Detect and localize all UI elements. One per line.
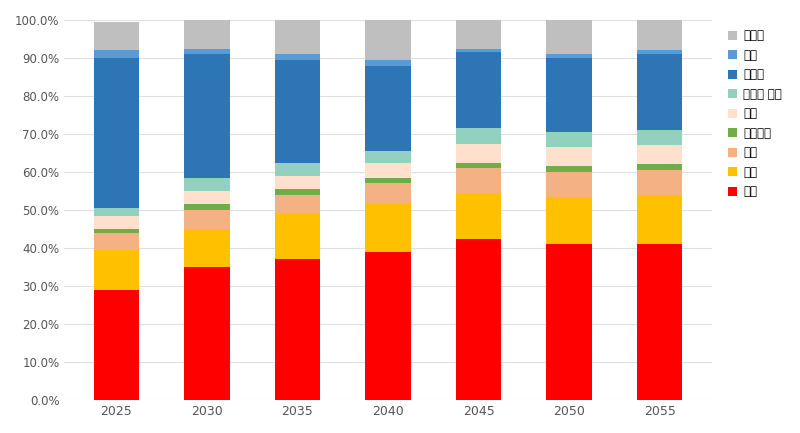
Bar <box>184 54 230 178</box>
Bar <box>94 22 139 50</box>
Bar <box>94 58 139 208</box>
Bar <box>546 54 592 58</box>
Bar <box>94 233 139 250</box>
Bar <box>184 210 230 229</box>
Bar <box>546 172 592 197</box>
Bar <box>637 195 682 244</box>
Bar <box>184 229 230 267</box>
Bar <box>546 197 592 244</box>
Bar <box>637 20 682 50</box>
Bar <box>366 162 410 178</box>
Bar <box>275 60 320 162</box>
Bar <box>94 250 139 290</box>
Bar <box>366 178 410 184</box>
Bar <box>184 20 230 48</box>
Bar <box>637 130 682 145</box>
Bar <box>456 239 502 400</box>
Bar <box>546 20 592 54</box>
Bar <box>275 259 320 400</box>
Bar <box>456 144 502 162</box>
Bar <box>94 216 139 229</box>
Bar <box>184 204 230 210</box>
Bar <box>456 48 502 52</box>
Bar <box>637 50 682 54</box>
Bar <box>275 54 320 60</box>
Bar <box>637 54 682 130</box>
Bar <box>184 191 230 204</box>
Bar <box>184 178 230 191</box>
Bar <box>456 168 502 193</box>
Bar <box>366 66 410 151</box>
Bar <box>637 165 682 170</box>
Bar <box>546 132 592 147</box>
Bar <box>366 252 410 400</box>
Bar <box>94 290 139 400</box>
Bar <box>456 193 502 239</box>
Bar <box>275 20 320 54</box>
Bar <box>546 244 592 400</box>
Bar <box>366 184 410 204</box>
Bar <box>637 170 682 195</box>
Bar <box>546 166 592 172</box>
Bar <box>275 162 320 176</box>
Bar <box>456 52 502 128</box>
Bar <box>366 20 410 60</box>
Bar <box>275 176 320 189</box>
Bar <box>366 60 410 66</box>
Bar <box>366 151 410 162</box>
Bar <box>275 195 320 214</box>
Bar <box>275 189 320 195</box>
Bar <box>94 229 139 233</box>
Bar <box>184 48 230 54</box>
Bar <box>456 20 502 48</box>
Legend: 현금성, 한국, 선진국, 신흥국 기타, 한국, 선진기타, 일본, 유럽, 미국: 현금성, 한국, 선진국, 신흥국 기타, 한국, 선진기타, 일본, 유럽, … <box>724 26 786 202</box>
Bar <box>637 244 682 400</box>
Bar <box>94 208 139 216</box>
Bar <box>184 267 230 400</box>
Bar <box>94 50 139 58</box>
Bar <box>456 162 502 168</box>
Bar <box>546 147 592 166</box>
Bar <box>456 128 502 144</box>
Bar <box>366 204 410 252</box>
Bar <box>275 214 320 259</box>
Bar <box>637 145 682 165</box>
Bar <box>546 58 592 132</box>
